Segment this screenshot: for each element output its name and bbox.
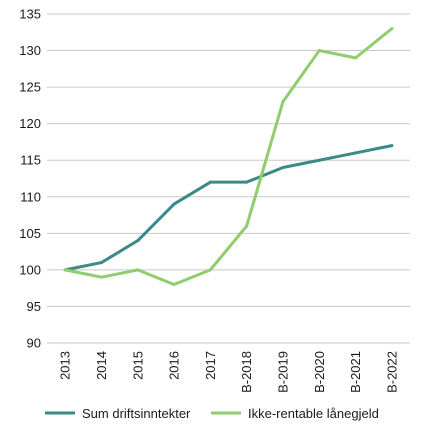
x-tick-label: 2016: [167, 351, 182, 380]
y-axis-ticks: 90 95 100 105 110 115 120 125 130 135: [19, 7, 41, 351]
y-tick-label: 115: [20, 153, 41, 168]
y-tick-label: 105: [19, 226, 41, 241]
y-tick-label: 120: [19, 116, 41, 131]
x-tick-label: B-2020: [312, 351, 327, 393]
data-point-series-1: [136, 239, 140, 243]
series-lines: [63, 27, 394, 287]
y-tick-label: 110: [20, 189, 41, 204]
data-point-series-2: [281, 100, 285, 104]
data-point-series-2: [208, 268, 212, 272]
x-axis-ticks: 2013 2014 2015 2016 2017 B-2018 B-2019 B-2020 B-…: [58, 351, 400, 393]
x-tick-label: 2015: [130, 351, 145, 380]
data-point-series-2: [354, 56, 358, 60]
gridlines: [47, 13, 410, 344]
legend-label-series-2: Ikke-rentable lånegjeld: [248, 406, 379, 421]
x-tick-label: 2013: [58, 351, 73, 380]
series-line-2: [63, 27, 394, 287]
y-tick-label: 135: [19, 7, 41, 22]
data-point-series-1: [172, 202, 176, 206]
data-point-series-1: [208, 180, 212, 184]
data-point-series-2: [136, 268, 140, 272]
data-point-series-1: [354, 151, 358, 155]
data-point-series-1: [245, 180, 249, 184]
x-tick-label: B-2021: [348, 351, 363, 393]
data-point-series-2: [390, 27, 394, 31]
legend-label-series-1: Sum driftsinntekter: [82, 406, 191, 421]
data-point-series-1: [99, 261, 103, 265]
data-point-series-1: [317, 158, 321, 162]
y-tick-label: 130: [19, 43, 41, 58]
data-point-series-2: [245, 224, 249, 228]
y-tick-label: 90: [27, 336, 41, 351]
x-tick-label: B-2019: [275, 351, 290, 393]
y-tick-label: 125: [19, 80, 41, 95]
data-point-series-2: [172, 283, 176, 287]
legend: Sum driftsinntekter Ikke-rentable lånegj…: [45, 406, 379, 421]
x-tick-label: 2017: [203, 351, 218, 380]
x-tick-label: B-2022: [384, 351, 399, 393]
x-tick-label: 2014: [94, 351, 109, 380]
series-line-1: [63, 144, 394, 272]
y-tick-label: 95: [27, 299, 41, 314]
x-tick-label: B-2018: [239, 351, 254, 393]
data-point-series-2: [63, 268, 67, 272]
data-point-series-2: [99, 275, 103, 279]
data-point-series-1: [281, 166, 285, 170]
data-point-series-2: [317, 49, 321, 53]
y-tick-label: 100: [19, 262, 41, 277]
data-point-series-1: [390, 144, 394, 148]
